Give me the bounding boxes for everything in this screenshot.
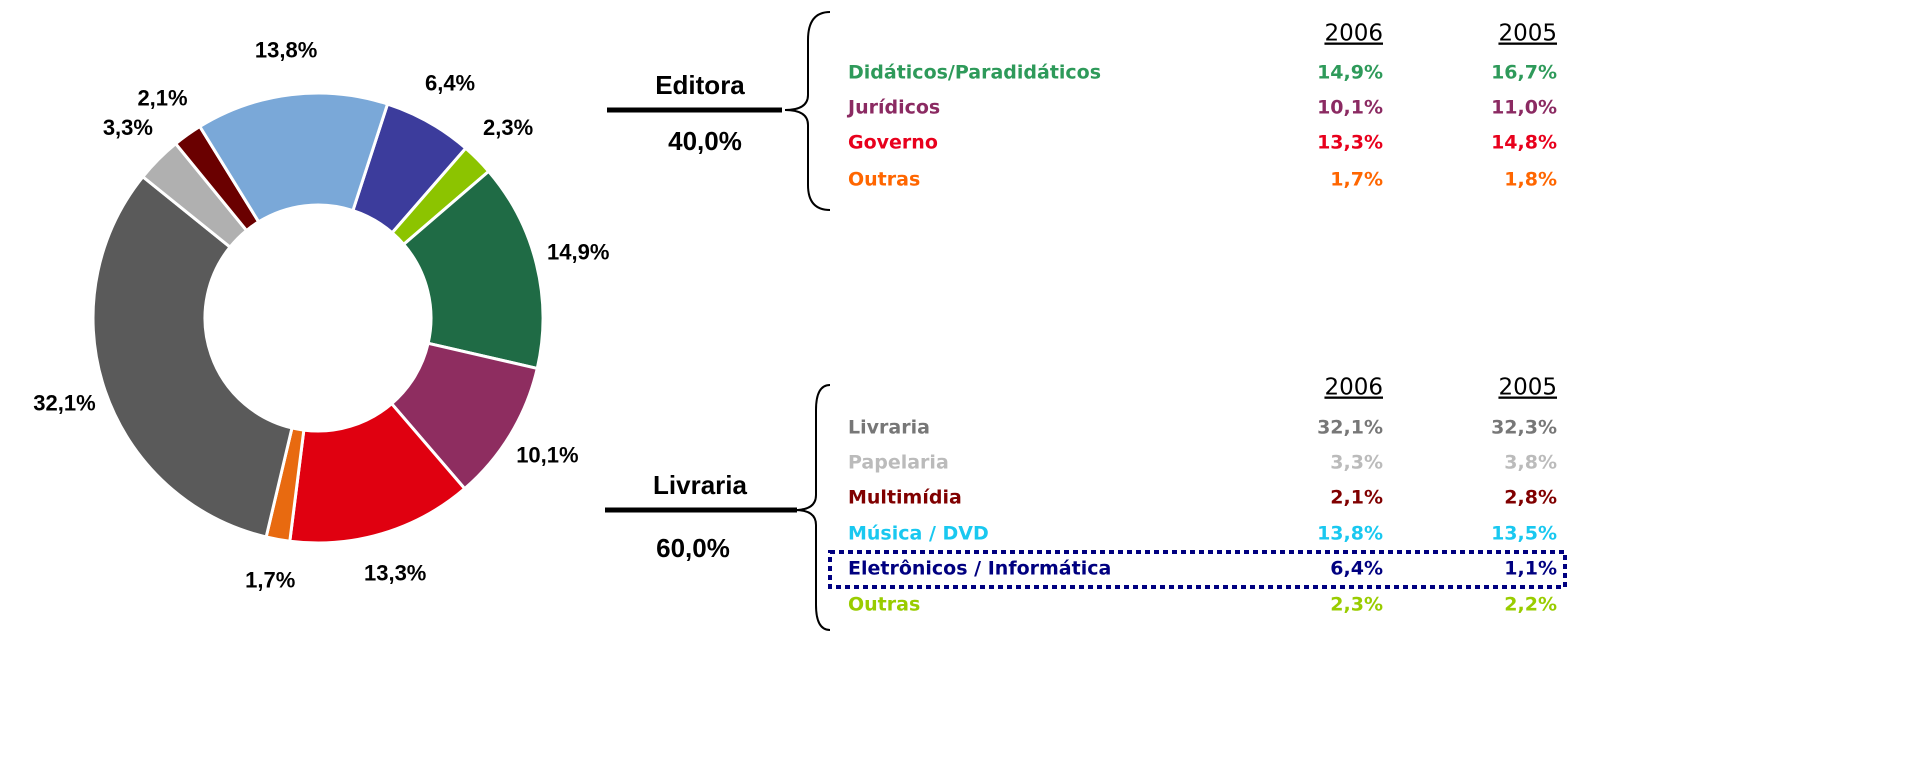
slice-label: 14,9% <box>547 240 609 265</box>
row-name: Livraria <box>848 417 930 439</box>
row-name: Outras <box>848 594 920 616</box>
row-name: Jurídicos <box>846 97 940 119</box>
slice-label: 13,3% <box>364 560 426 585</box>
slice-label: 10,1% <box>516 442 578 467</box>
row-value: 11,0% <box>1491 97 1557 119</box>
row-value: 3,8% <box>1504 452 1557 474</box>
group-share: 60,0% <box>656 533 730 563</box>
row-value: 1,8% <box>1504 169 1557 191</box>
row-value: 1,7% <box>1330 169 1383 191</box>
row-name: Didáticos/Paradidáticos <box>848 62 1101 84</box>
row-value: 14,9% <box>1317 62 1383 84</box>
group-label: Editora <box>655 70 745 100</box>
slice-label: 2,3% <box>483 115 533 140</box>
row-name: Papelaria <box>848 452 949 474</box>
column-header: 2005 <box>1498 375 1557 401</box>
column-header: 2005 <box>1498 21 1557 47</box>
slice <box>401 169 545 371</box>
row-value: 13,5% <box>1491 523 1557 545</box>
column-header: 2006 <box>1324 375 1383 401</box>
highlight-box <box>828 550 1567 589</box>
row-value: 32,1% <box>1317 417 1383 439</box>
row-name: Governo <box>848 132 938 154</box>
row-value: 3,3% <box>1330 452 1383 474</box>
row-value: 2,8% <box>1504 487 1557 509</box>
brace <box>784 11 831 211</box>
row-value: 13,8% <box>1317 523 1383 545</box>
row-value: 14,8% <box>1491 132 1557 154</box>
row-value: 6,4% <box>1330 558 1383 580</box>
column-header: 2006 <box>1324 21 1383 47</box>
row-value: 10,1% <box>1317 97 1383 119</box>
slice-label: 13,8% <box>255 38 317 63</box>
slice-label: 6,4% <box>425 71 475 96</box>
row-value: 1,1% <box>1504 558 1557 580</box>
row-name: Multimídia <box>848 487 962 509</box>
row-name: Outras <box>848 169 920 191</box>
slice-label: 32,1% <box>33 391 95 416</box>
row-value: 16,7% <box>1491 62 1557 84</box>
row-name: Eletrônicos / Informática <box>848 558 1111 580</box>
row-value: 13,3% <box>1317 132 1383 154</box>
slice-label: 3,3% <box>103 115 153 140</box>
slice <box>91 174 294 539</box>
slice <box>197 91 390 224</box>
row-value: 2,2% <box>1504 594 1557 616</box>
row-value: 32,3% <box>1491 417 1557 439</box>
slice <box>288 401 467 545</box>
slice-label: 1,7% <box>245 568 295 593</box>
group-label: Livraria <box>653 470 747 500</box>
row-name: Música / DVD <box>848 523 989 545</box>
slice-label: 2,1% <box>137 86 187 111</box>
row-value: 2,3% <box>1330 594 1383 616</box>
row-value: 2,1% <box>1330 487 1383 509</box>
brace <box>794 384 831 631</box>
group-share: 40,0% <box>668 126 742 156</box>
